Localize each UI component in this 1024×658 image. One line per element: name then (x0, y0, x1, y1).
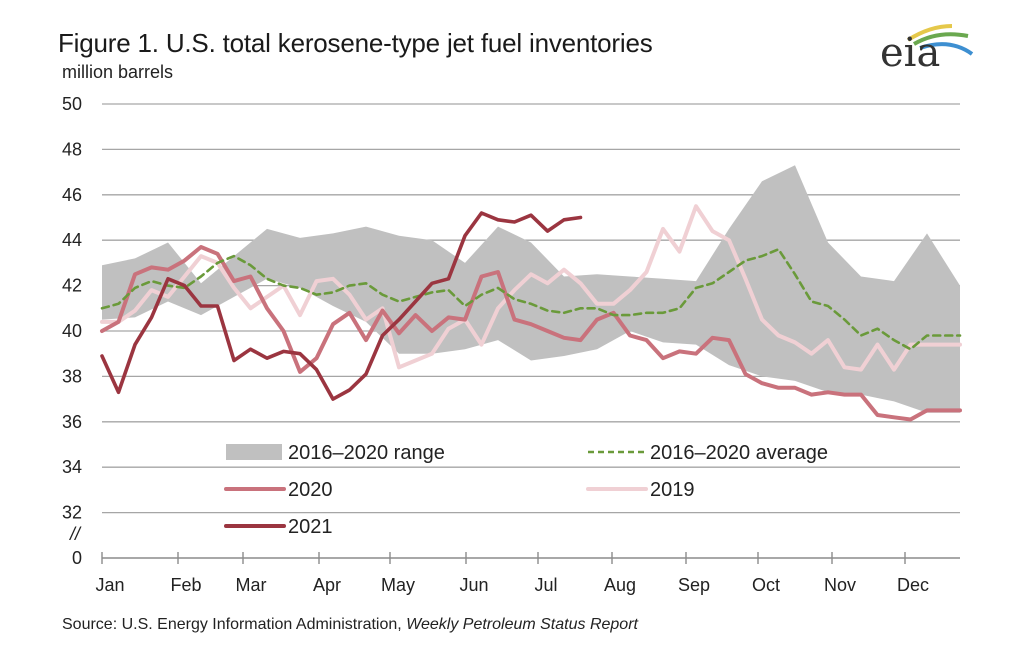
series-2021-line (100, 211, 583, 401)
series-2019-line (100, 204, 962, 372)
legend-label: 2019 (650, 479, 695, 501)
y-tick-label: 34 (62, 457, 82, 477)
x-tick-label: Feb (170, 575, 201, 595)
legend-label: 2021 (288, 516, 333, 538)
y-tick-label: 44 (62, 230, 82, 250)
legend-label: 2020 (288, 479, 333, 501)
source-report: Weekly Petroleum Status Report (406, 616, 638, 633)
eia-logo-arcs-icon (906, 24, 974, 56)
y-tick-label: 42 (62, 276, 82, 296)
range-band (102, 165, 960, 413)
eia-logo: eia (880, 30, 941, 76)
y-tick-label: 50 (62, 94, 82, 114)
x-tick-label: Dec (897, 575, 929, 595)
y-tick-label: 40 (62, 321, 82, 341)
x-tick-label: Jun (459, 575, 488, 595)
x-tick-label: Aug (604, 575, 636, 595)
legend: 2016–2020 range 2016–2020 average 2020 2019… (224, 442, 828, 538)
y-tick-label: 38 (62, 366, 82, 386)
x-tick-label: May (381, 575, 415, 595)
legend-swatch-range (226, 444, 282, 460)
y-axis-ticks: 50 48 46 44 42 40 38 36 34 32 0 // (62, 94, 82, 568)
x-tick-label: Sep (678, 575, 710, 595)
source-note: Source: U.S. Energy Information Administ… (62, 616, 638, 634)
x-axis: Jan Feb Mar Apr May Jun Jul Aug Sep Oct Nov Dec (95, 552, 960, 595)
x-tick-label: Jan (95, 575, 124, 595)
x-tick-label: Nov (824, 575, 856, 595)
source-prefix: Source: U.S. Energy Information Administ… (62, 616, 407, 633)
axis-break-icon: // (68, 524, 82, 544)
legend-label: 2016–2020 range (288, 442, 445, 464)
y-tick-label: 46 (62, 185, 82, 205)
range-band-area (102, 165, 960, 413)
y-tick-label: 36 (62, 412, 82, 432)
x-tick-label: Jul (534, 575, 557, 595)
y-tick-label: 48 (62, 139, 82, 159)
y-tick-label: 0 (72, 548, 82, 568)
y-tick-label: 32 (62, 503, 82, 523)
series-lines (100, 204, 962, 422)
x-tick-label: Mar (236, 575, 267, 595)
x-tick-label: Apr (313, 575, 341, 595)
x-tick-label: Oct (752, 575, 780, 595)
y-axis-unit-label: million barrels (62, 62, 174, 82)
series-2020-line (100, 245, 962, 422)
legend-label: 2016–2020 average (650, 442, 828, 464)
chart-title: Figure 1. U.S. total kerosene-type jet f… (58, 28, 653, 58)
series-average-line (100, 248, 962, 351)
